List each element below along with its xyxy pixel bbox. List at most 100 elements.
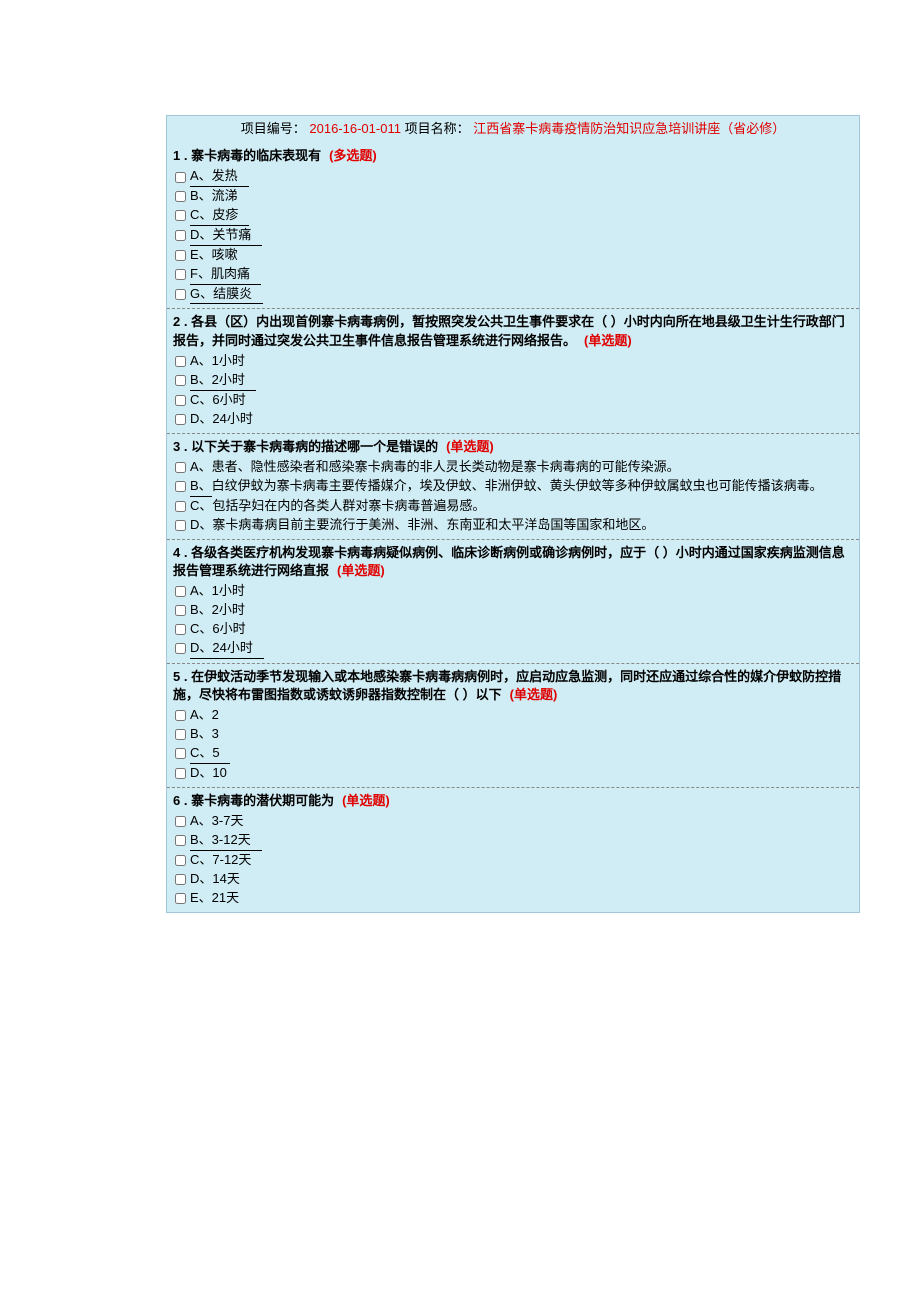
question-text: 在伊蚊活动季节发现输入或本地感染寨卡病毒病病例时，应启动应急监测，同时还应通过综… [173, 669, 841, 702]
option-text: B、流涕 [190, 188, 238, 203]
option-text: D、关节痛 [190, 226, 262, 246]
question-type: (单选题) [446, 439, 494, 454]
option-row[interactable]: C、5 [173, 744, 853, 764]
option-text: B、3 [190, 726, 219, 741]
option-text: D、24小时 [190, 639, 264, 659]
option-text: G、结膜炎 [190, 285, 263, 305]
question-stem: 2 . 各县（区）内出现首例寨卡病毒病例，暂按照突发公共卫生事件要求在（ ）小时… [173, 309, 853, 351]
question-number: 1 . [173, 148, 191, 163]
option-checkbox[interactable] [175, 874, 186, 885]
option-text: C、5 [190, 744, 230, 764]
option-row[interactable]: B、白纹伊蚊为寨卡病毒主要传播媒介，埃及伊蚊、非洲伊蚊、黄头伊蚊等多种伊蚊属蚊虫… [173, 477, 853, 497]
option-row[interactable]: D、24小时 [173, 639, 853, 659]
question-text: 寨卡病毒的临床表现有 [191, 148, 321, 163]
option-text: E、21天 [190, 890, 239, 905]
option-checkbox[interactable] [175, 605, 186, 616]
option-row[interactable]: C、6小时 [173, 391, 853, 410]
content-box: 项目编号： 2016-16-01-011 项目名称： 江西省寨卡病毒疫情防治知识… [166, 115, 860, 913]
option-text: C、7-12天 [190, 852, 251, 867]
option-text: B、2小时 [190, 602, 245, 617]
option-row[interactable]: A、1小时 [173, 352, 853, 371]
option-row[interactable]: B、2小时 [173, 371, 853, 391]
option-row[interactable]: G、结膜炎 [173, 285, 853, 305]
option-checkbox[interactable] [175, 855, 186, 866]
option-checkbox[interactable] [175, 172, 186, 183]
question-number: 2 . [173, 314, 191, 329]
question-type: (单选题) [342, 793, 390, 808]
option-row[interactable]: C、7-12天 [173, 851, 853, 870]
option-row[interactable]: C、6小时 [173, 620, 853, 639]
option-checkbox[interactable] [175, 748, 186, 759]
option-row[interactable]: B、2小时 [173, 601, 853, 620]
option-text: D、14天 [190, 871, 240, 886]
header-code-label: 项目编号： [241, 121, 306, 136]
option-text: D、寨卡病毒病目前主要流行于美洲、非洲、东南亚和太平洋岛国等国家和地区。 [190, 517, 654, 532]
option-text: D、24小时 [190, 411, 253, 426]
option-text: A、患者、隐性感染者和感染寨卡病毒的非人灵长类动物是寨卡病毒病的可能传染源。 [190, 459, 680, 474]
question-number: 3 . [173, 439, 191, 454]
option-text: E、咳嗽 [190, 247, 238, 262]
option-row[interactable]: C、皮疹 [173, 206, 853, 226]
option-checkbox[interactable] [175, 414, 186, 425]
option-row[interactable]: A、患者、隐性感染者和感染寨卡病毒的非人灵长类动物是寨卡病毒病的可能传染源。 [173, 458, 853, 477]
option-checkbox[interactable] [175, 501, 186, 512]
question-type: (单选题) [337, 563, 385, 578]
option-row[interactable]: B、3-12天 [173, 831, 853, 851]
option-checkbox[interactable] [175, 624, 186, 635]
option-text: C、6小时 [190, 621, 246, 636]
option-text: A、2 [190, 707, 219, 722]
option-checkbox[interactable] [175, 481, 186, 492]
option-checkbox[interactable] [175, 375, 186, 386]
question-block: 2 . 各县（区）内出现首例寨卡病毒病例，暂按照突发公共卫生事件要求在（ ）小时… [167, 308, 859, 432]
option-checkbox[interactable] [175, 230, 186, 241]
option-checkbox[interactable] [175, 191, 186, 202]
option-checkbox[interactable] [175, 520, 186, 531]
option-checkbox[interactable] [175, 643, 186, 654]
question-type: (单选题) [510, 687, 558, 702]
option-row[interactable]: E、咳嗽 [173, 246, 853, 265]
option-row[interactable]: A、1小时 [173, 582, 853, 601]
question-stem: 3 . 以下关于寨卡病毒病的描述哪一个是错误的(单选题) [173, 434, 853, 458]
option-checkbox[interactable] [175, 710, 186, 721]
option-checkbox[interactable] [175, 729, 186, 740]
option-checkbox[interactable] [175, 210, 186, 221]
option-row[interactable]: E、21天 [173, 889, 853, 908]
option-text: B、白纹伊蚊为寨卡病毒主要传播媒介，埃及伊蚊、非洲伊蚊、黄头伊蚊等多种伊蚊属蚊虫… [190, 478, 823, 493]
option-checkbox[interactable] [175, 586, 186, 597]
option-checkbox[interactable] [175, 269, 186, 280]
header-line: 项目编号： 2016-16-01-011 项目名称： 江西省寨卡病毒疫情防治知识… [167, 116, 859, 143]
question-stem: 4 . 各级各类医疗机构发现寨卡病毒病疑似病例、临床诊断病例或确诊病例时，应于（… [173, 540, 853, 582]
option-text: A、1小时 [190, 353, 245, 368]
option-checkbox[interactable] [175, 768, 186, 779]
option-checkbox[interactable] [175, 289, 186, 300]
option-row[interactable]: D、10 [173, 764, 853, 783]
question-block: 4 . 各级各类医疗机构发现寨卡病毒病疑似病例、临床诊断病例或确诊病例时，应于（… [167, 539, 859, 663]
option-row[interactable]: B、流涕 [173, 187, 853, 206]
question-text: 各县（区）内出现首例寨卡病毒病例，暂按照突发公共卫生事件要求在（ ）小时内向所在… [173, 314, 845, 347]
option-row[interactable]: A、3-7天 [173, 812, 853, 831]
question-stem: 6 . 寨卡病毒的潜伏期可能为(单选题) [173, 788, 853, 812]
option-row[interactable]: D、关节痛 [173, 226, 853, 246]
option-checkbox[interactable] [175, 835, 186, 846]
option-row[interactable]: B、3 [173, 725, 853, 744]
option-row[interactable]: D、14天 [173, 870, 853, 889]
option-checkbox[interactable] [175, 816, 186, 827]
option-text: A、1小时 [190, 583, 245, 598]
option-text: C、包括孕妇在内的各类人群对寨卡病毒普遍易感。 [190, 498, 485, 513]
option-row[interactable]: A、发热 [173, 167, 853, 187]
option-checkbox[interactable] [175, 893, 186, 904]
option-checkbox[interactable] [175, 462, 186, 473]
question-block: 1 . 寨卡病毒的临床表现有(多选题)A、发热 B、流涕C、皮疹 D、关节痛 E… [167, 143, 859, 308]
option-row[interactable]: A、2 [173, 706, 853, 725]
option-checkbox[interactable] [175, 250, 186, 261]
option-checkbox[interactable] [175, 395, 186, 406]
option-row[interactable]: F、肌肉痛 [173, 265, 853, 285]
option-row[interactable]: D、寨卡病毒病目前主要流行于美洲、非洲、东南亚和太平洋岛国等国家和地区。 [173, 516, 853, 535]
option-row[interactable]: D、24小时 [173, 410, 853, 429]
header-code-value: 2016-16-01-011 [309, 121, 401, 136]
option-checkbox[interactable] [175, 356, 186, 367]
option-text: A、3-7天 [190, 813, 243, 828]
option-row[interactable]: C、包括孕妇在内的各类人群对寨卡病毒普遍易感。 [173, 497, 853, 516]
option-text: A、发热 [190, 167, 249, 187]
option-text: B、3-12天 [190, 831, 262, 851]
